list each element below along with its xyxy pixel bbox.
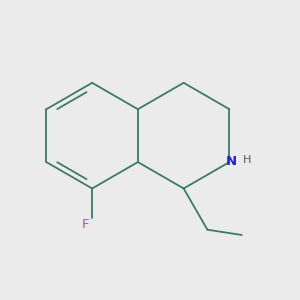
Text: F: F xyxy=(82,218,89,231)
Text: H: H xyxy=(243,155,252,165)
Text: N: N xyxy=(226,154,237,167)
